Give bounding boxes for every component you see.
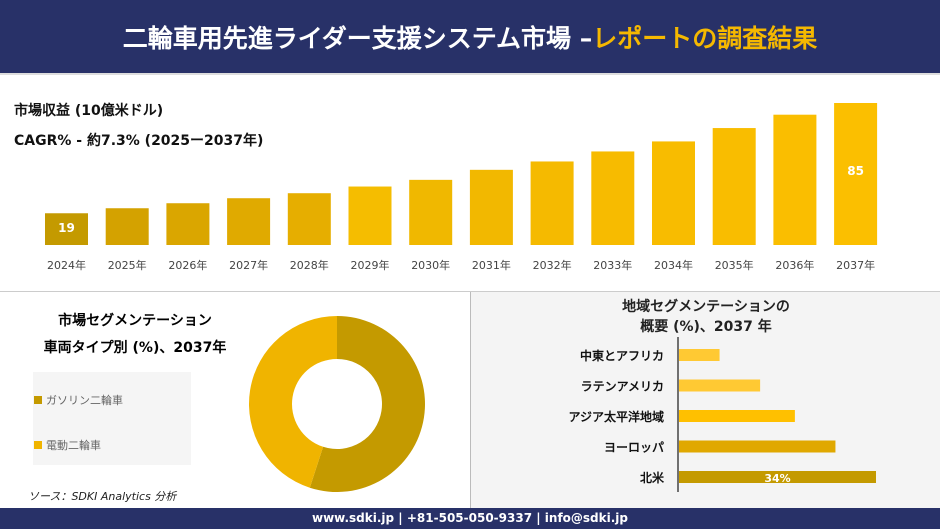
region-label: ヨーロッパ <box>604 441 664 455</box>
revenue-bar-chart: 2024年 19 2025年 2026年 2027年 2028年 2029年 2030年 203… <box>45 103 878 272</box>
region-title: 地域セグメンテーションの <box>622 299 790 315</box>
region-bar <box>679 349 720 361</box>
divider <box>0 291 940 292</box>
vehicle-donut-chart <box>249 316 425 492</box>
report-title: 二輪車用先進ライダー支援システム市場 – <box>122 23 593 53</box>
revenue-bar <box>166 203 210 245</box>
donut-slice <box>249 316 337 488</box>
year-tick-label: 2031年 <box>472 258 511 272</box>
year-tick-label: 2035年 <box>715 258 754 272</box>
header-banner: 二輪車用先進ライダー支援システム市場 – レポートの調査結果 <box>0 0 940 75</box>
revenue-bar <box>45 213 88 245</box>
revenue-bar <box>530 161 574 245</box>
source-note: ソース：SDKI Analytics 分析 <box>28 490 177 503</box>
region-section: 地域セグメンテーションの 概要 (%)、2037 年 中東とアフリカ ラテンアメリ… <box>470 292 940 508</box>
revenue-bar <box>409 179 453 245</box>
bar-data-label: 85 <box>847 164 864 178</box>
donut-legend <box>33 372 191 465</box>
revenue-bar <box>591 151 635 245</box>
footer-contact: www.sdki.jp | +81-505-050-9337 | info@sd… <box>0 508 940 529</box>
report-title-accent: レポートの調査結果 <box>592 23 818 53</box>
revenue-bar <box>227 198 271 245</box>
year-tick-label: 2026年 <box>168 258 207 272</box>
revenue-bar <box>834 103 878 245</box>
legend-label: 電動二輪車 <box>46 439 101 452</box>
revenue-section: 市場収益 (10億米ドル) CAGR% - 約7.3% (2025ー2037年)… <box>0 88 940 288</box>
bar-data-label: 19 <box>58 221 75 235</box>
region-label: アジア太平洋地域 <box>568 409 664 424</box>
donut-slice <box>309 316 425 492</box>
region-label: 中東とアフリカ <box>580 348 664 363</box>
region-bar <box>679 440 836 453</box>
region-label: ラテンアメリカ <box>581 380 664 394</box>
legend-swatch <box>34 396 42 404</box>
revenue-bar <box>105 208 149 245</box>
year-tick-label: 2024年 <box>47 258 86 272</box>
year-tick-label: 2037年 <box>836 258 875 272</box>
region-bar <box>679 379 761 392</box>
revenue-bar <box>348 186 392 245</box>
vehicle-segment-section: 市場セグメンテーション 車両タイプ別 (%)、2037年 ガソリン二輪車 電動二… <box>0 292 470 508</box>
region-bar <box>679 410 795 422</box>
year-tick-label: 2029年 <box>351 258 390 272</box>
legend-swatch <box>34 441 42 449</box>
year-tick-label: 2036年 <box>775 258 814 272</box>
year-tick-label: 2028年 <box>290 258 329 272</box>
region-bar <box>679 471 876 483</box>
legend-item-electric: 電動二輪車 <box>34 437 101 453</box>
cagr-text: CAGR% - 約7.3% (2025ー2037年) <box>14 133 264 149</box>
revenue-bar <box>652 141 695 245</box>
revenue-bar <box>712 128 756 245</box>
region-subtitle: 概要 (%)、2037 年 <box>640 319 772 335</box>
year-tick-label: 2027年 <box>229 258 268 272</box>
segment-title: 市場セグメンテーション <box>58 313 212 329</box>
year-tick-label: 2030年 <box>411 258 450 272</box>
revenue-bar <box>287 193 331 245</box>
year-tick-label: 2034年 <box>654 258 693 272</box>
legend-label: ガソリン二輪車 <box>46 394 123 407</box>
year-tick-label: 2025年 <box>108 258 147 272</box>
segment-subtitle: 車両タイプ別 (%)、2037年 <box>43 340 227 356</box>
legend-item-gasoline: ガソリン二輪車 <box>34 392 123 408</box>
bar-data-label: 34% <box>764 472 790 485</box>
revenue-title: 市場収益 (10億米ドル) <box>14 103 164 119</box>
year-tick-label: 2033年 <box>593 258 632 272</box>
region-label: 北米 <box>640 470 665 485</box>
year-tick-label: 2032年 <box>533 258 572 272</box>
revenue-bar <box>469 169 513 245</box>
revenue-bar <box>773 114 817 245</box>
